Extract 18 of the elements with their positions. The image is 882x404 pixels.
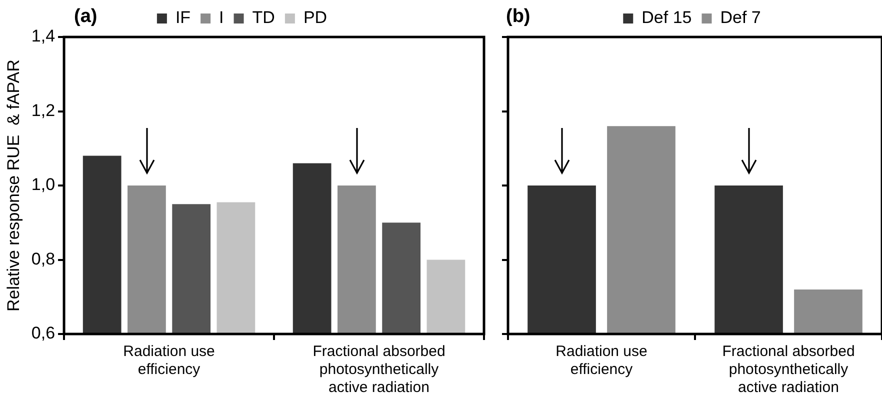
legend-label: Def 7 [720, 8, 761, 28]
chart-title: (b) [506, 6, 530, 28]
legend-label: IF [175, 8, 191, 28]
x-tick-label: Radiation use efficiency [123, 343, 215, 378]
legend-label: I [219, 8, 224, 28]
y-tick-label: 0,8 [31, 249, 56, 268]
legend-label: Def 15 [642, 8, 692, 28]
y-tick-label: 0,6 [31, 324, 56, 343]
y-tick-label: 1,0 [31, 175, 56, 194]
x-tick-label: Fractional absorbed photosynthetically active radiation [722, 343, 855, 396]
y-axis-title: Relative response RUE & fAPAR [4, 60, 23, 312]
x-tick-label: Radiation use efficiency [556, 343, 648, 378]
legend-label: PD [303, 8, 328, 28]
y-tick-label: 1,4 [31, 26, 56, 46]
chart-title: (a) [74, 6, 98, 28]
x-tick-label: Fractional absorbed photosynthetically active radiation [312, 343, 446, 396]
legend-label: TD [252, 8, 275, 28]
y-tick-label: 1,2 [31, 100, 56, 120]
